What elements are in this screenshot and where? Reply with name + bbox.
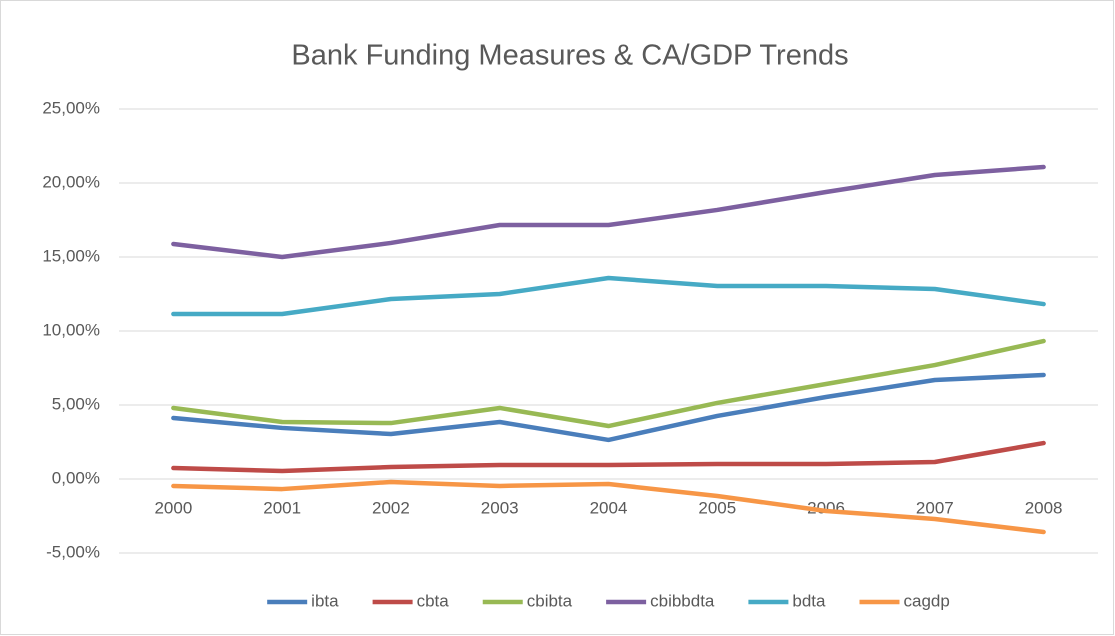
series-line xyxy=(171,479,1046,535)
legend-label: ibta xyxy=(311,591,339,610)
y-tick-label: 25,00% xyxy=(42,98,100,117)
series-line xyxy=(171,372,1046,443)
x-tick-label: 2005 xyxy=(698,498,736,517)
series-line xyxy=(171,440,1046,474)
legend-label: cagdp xyxy=(903,591,949,610)
legend-label: cbta xyxy=(417,591,450,610)
series-line xyxy=(171,275,1046,317)
x-tick-label: 2008 xyxy=(1025,498,1063,517)
y-tick-label: 20,00% xyxy=(42,172,100,191)
series-line xyxy=(171,164,1046,260)
y-tick-label: 5,00% xyxy=(52,394,100,413)
legend-label: bdta xyxy=(792,591,826,610)
x-tick-label: 2003 xyxy=(481,498,519,517)
y-tick-label: 0,00% xyxy=(52,468,100,487)
legend-label: cbibta xyxy=(527,591,573,610)
y-tick-label: 10,00% xyxy=(42,320,100,339)
series-line xyxy=(171,338,1046,429)
x-tick-label: 2004 xyxy=(590,498,628,517)
y-tick-label: -5,00% xyxy=(46,542,100,561)
y-tick-label: 15,00% xyxy=(42,246,100,265)
x-tick-label: 2001 xyxy=(263,498,301,517)
chart-title: Bank Funding Measures & CA/GDP Trends xyxy=(291,40,848,72)
x-tick-label: 2002 xyxy=(372,498,410,517)
legend-label: cbibbdta xyxy=(650,591,715,610)
x-tick-label: 2000 xyxy=(154,498,192,517)
x-tick-label: 2007 xyxy=(916,498,954,517)
